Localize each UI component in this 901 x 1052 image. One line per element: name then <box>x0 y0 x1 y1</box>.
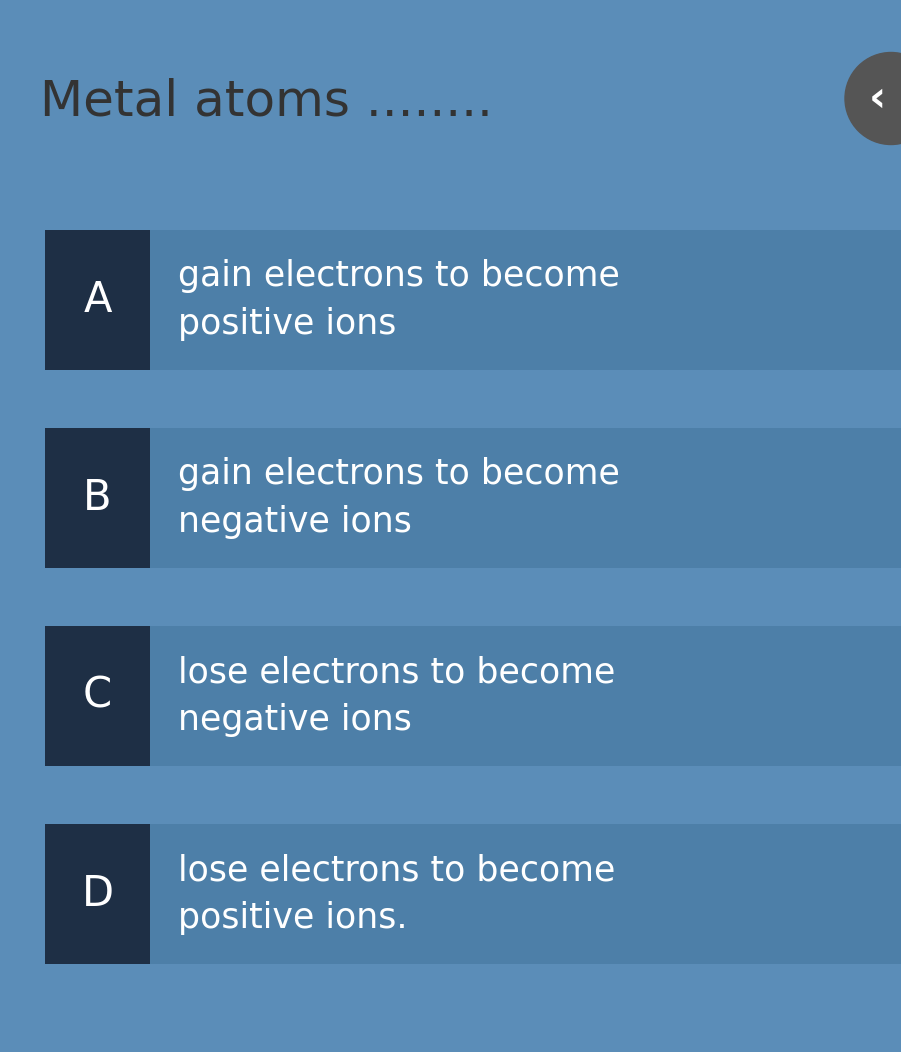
Bar <box>45 230 150 370</box>
Bar <box>45 824 150 964</box>
Text: positive ions: positive ions <box>178 307 396 341</box>
Text: gain electrons to become: gain electrons to become <box>178 259 620 294</box>
Text: gain electrons to become: gain electrons to become <box>178 458 620 491</box>
Bar <box>45 428 901 568</box>
Bar <box>45 626 901 766</box>
Bar <box>45 824 901 964</box>
Text: Metal atoms ........: Metal atoms ........ <box>40 78 493 126</box>
Text: A: A <box>83 279 112 321</box>
Text: D: D <box>81 873 114 915</box>
Text: lose electrons to become: lose electrons to become <box>178 655 615 689</box>
Circle shape <box>845 53 901 144</box>
Text: lose electrons to become: lose electrons to become <box>178 853 615 887</box>
Text: B: B <box>83 477 112 519</box>
Text: ‹: ‹ <box>869 78 886 120</box>
Bar <box>45 428 150 568</box>
Bar <box>45 230 901 370</box>
Text: negative ions: negative ions <box>178 703 412 736</box>
Text: positive ions.: positive ions. <box>178 901 407 935</box>
Text: C: C <box>83 675 112 717</box>
Bar <box>45 626 150 766</box>
Text: negative ions: negative ions <box>178 505 412 539</box>
